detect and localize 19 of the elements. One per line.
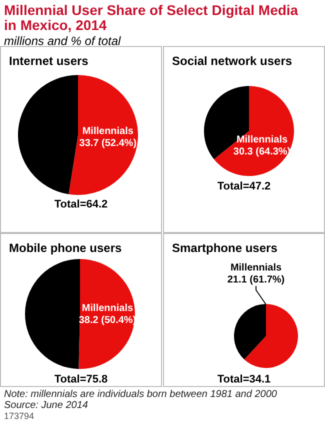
- data-label: 21.1 (61.7%): [227, 274, 285, 286]
- slice-label: Millennials: [82, 126, 134, 138]
- text: Millennial User Share of Select Digital Media in Mexico, 2014: [4, 2, 300, 33]
- text: millions and % of total: [4, 34, 122, 48]
- data-label: 33.7 (52.4%): [79, 138, 137, 150]
- text: Note: millennials are individuals born between 1981 and 2000: [4, 389, 278, 400]
- chart-title: Internet users: [9, 54, 89, 68]
- text: Total=34.1: [217, 374, 271, 386]
- text: Total=47.2: [217, 180, 271, 192]
- text: 173794: [4, 411, 36, 422]
- slice-label: Millennials: [230, 262, 282, 274]
- slice-label: Millennials: [82, 302, 134, 314]
- chart-title: Social network users: [172, 54, 292, 68]
- chart-title: Smartphone users: [172, 241, 278, 255]
- source-note: Source: June 2014: [4, 400, 89, 411]
- slice-label: Millennials: [236, 134, 288, 146]
- chart-title: Mobile phone users: [9, 241, 122, 255]
- text: Total=64.2: [54, 198, 108, 210]
- text: Total=75.8: [54, 374, 108, 386]
